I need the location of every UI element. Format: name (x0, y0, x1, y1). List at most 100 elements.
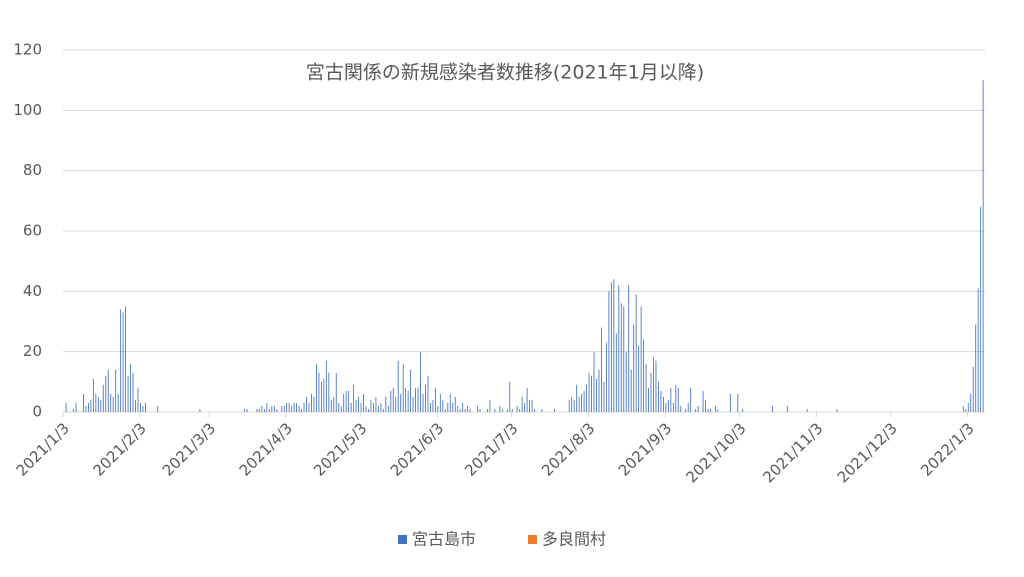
bar (962, 405, 964, 412)
bar (350, 402, 352, 412)
bar (372, 402, 374, 412)
y-tick-label: 80 (23, 161, 42, 179)
bar (677, 387, 679, 412)
bar (137, 387, 139, 412)
bar (650, 372, 652, 412)
bar (965, 408, 967, 412)
bar (970, 393, 972, 412)
bar (541, 408, 543, 412)
bar (325, 360, 327, 412)
bar (425, 384, 426, 412)
bar (439, 393, 441, 412)
bar (625, 351, 627, 412)
bar (459, 408, 461, 412)
bar (360, 402, 362, 412)
x-tick-label: 2021/5/3 (310, 419, 370, 479)
bar (390, 390, 392, 412)
bar (729, 393, 731, 412)
chart-title: 宮古関係の新規感染者数推移(2021年1月以降) (306, 62, 704, 84)
bar (980, 206, 982, 412)
bar (596, 378, 597, 412)
bar (615, 333, 617, 412)
bar (415, 387, 416, 412)
bar (402, 363, 404, 412)
bar (370, 399, 372, 412)
bar (328, 372, 330, 412)
bar (667, 399, 669, 412)
bar (405, 387, 407, 412)
bar (127, 375, 129, 412)
bar (315, 363, 317, 412)
bar (670, 387, 672, 412)
bar (303, 402, 305, 412)
bar (301, 408, 302, 412)
bar (717, 408, 719, 412)
bar (281, 405, 283, 412)
bar (715, 405, 716, 412)
bar (432, 399, 434, 412)
bar (467, 405, 469, 412)
bar (377, 405, 379, 412)
bar (737, 393, 739, 412)
bar (407, 390, 409, 412)
bar (603, 381, 605, 412)
bar (786, 405, 788, 412)
bar (410, 369, 412, 412)
bar (323, 378, 325, 412)
x-tick-label: 2021/2/3 (89, 419, 149, 479)
bar (680, 405, 682, 412)
bar (623, 306, 625, 412)
x-tick-label: 2022/1/3 (917, 419, 977, 479)
bar (291, 405, 293, 412)
bar (658, 381, 659, 412)
bar (588, 372, 590, 412)
bar (355, 399, 357, 412)
legend-label: 多良間村 (542, 530, 606, 549)
bar (479, 408, 481, 412)
x-tick-label: 2021/10/3 (683, 419, 750, 486)
bar (340, 405, 342, 412)
bar (982, 80, 984, 413)
bar (380, 402, 382, 412)
bar (427, 375, 429, 412)
y-tick-label: 120 (13, 41, 42, 59)
bar (100, 399, 102, 412)
x-tick-label: 2021/7/3 (461, 419, 521, 479)
legend-swatch (398, 535, 407, 544)
bar (444, 408, 446, 412)
bar (288, 402, 290, 412)
legend-swatch (528, 535, 537, 544)
bar (477, 405, 478, 412)
bar (509, 381, 511, 412)
bar (422, 393, 424, 412)
bar (375, 396, 377, 412)
bar (665, 402, 667, 412)
y-tick-label: 60 (23, 222, 42, 240)
bar (462, 402, 464, 412)
bar (464, 408, 466, 412)
bar (655, 360, 657, 412)
bar (690, 387, 692, 412)
bar (335, 372, 337, 412)
y-tick-label: 20 (23, 342, 42, 360)
x-tick-label: 2021/3/3 (159, 419, 219, 479)
bar (392, 387, 394, 412)
bar (333, 396, 335, 412)
bar (598, 369, 600, 412)
bar (434, 387, 436, 412)
bar (648, 387, 649, 412)
bar (122, 312, 124, 412)
bar (653, 357, 654, 412)
x-tick-label: 2021/1/3 (13, 419, 73, 479)
bar (628, 285, 630, 412)
bar (702, 390, 704, 412)
bar (662, 396, 664, 412)
bar (742, 408, 744, 412)
bar (499, 405, 501, 412)
bar (125, 306, 127, 412)
bar (308, 402, 310, 412)
bar (972, 366, 974, 412)
bar (534, 408, 535, 412)
bar (605, 342, 607, 412)
bar (363, 393, 364, 412)
